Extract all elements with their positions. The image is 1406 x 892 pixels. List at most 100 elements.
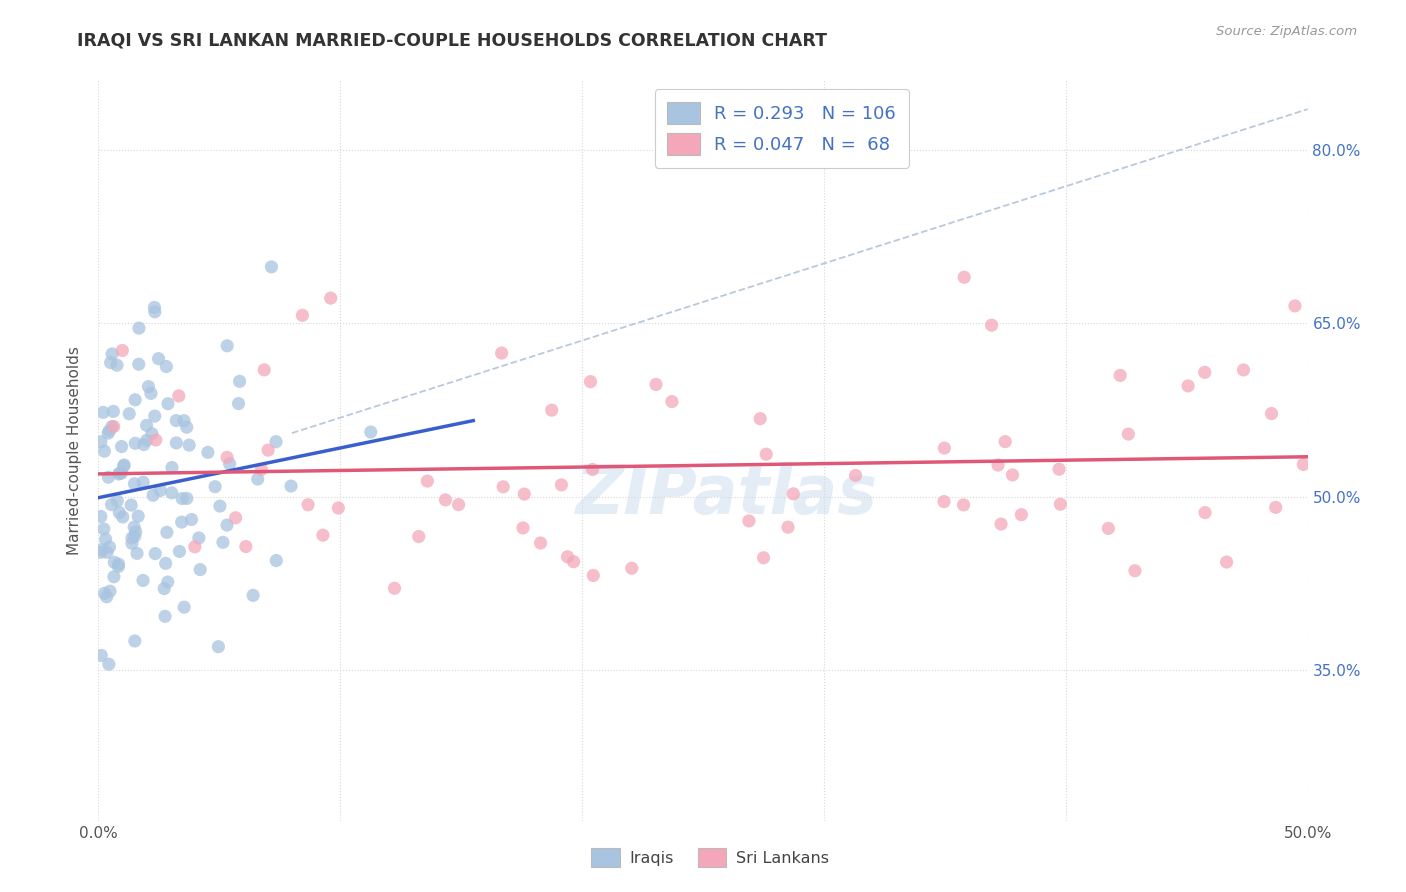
Point (112, 458, 135, 472)
Point (124, 436, 146, 450)
Point (132, 437, 155, 451)
Point (105, 493, 128, 508)
Point (135, 418, 157, 433)
Point (755, 447, 778, 461)
Point (579, 375, 602, 389)
Point (513, 487, 536, 501)
Point (155, 557, 177, 571)
Point (143, 547, 166, 561)
Text: ZIPatlas: ZIPatlas (576, 462, 879, 528)
Point (540, 403, 562, 417)
Point (204, 480, 226, 494)
Point (112, 458, 135, 473)
Point (107, 559, 129, 574)
Point (169, 544, 191, 558)
Point (132, 475, 155, 489)
Point (250, 462, 273, 476)
Point (96, 545, 118, 559)
Point (138, 379, 160, 393)
Point (93, 522, 115, 536)
Point (312, 528, 335, 542)
Point (749, 411, 772, 425)
Point (108, 506, 131, 520)
Point (103, 404, 125, 418)
Point (491, 346, 513, 360)
Point (645, 377, 668, 392)
Point (844, 468, 866, 483)
Point (225, 510, 247, 524)
Point (160, 485, 183, 500)
Point (97, 426, 120, 441)
Point (94, 532, 117, 546)
Y-axis label: Married-couple Households: Married-couple Households (67, 346, 83, 555)
Point (127, 509, 149, 524)
Point (228, 396, 250, 410)
Point (172, 491, 194, 506)
Point (124, 476, 146, 491)
Point (291, 308, 314, 322)
Point (1010, 508, 1032, 522)
Point (125, 546, 148, 560)
Point (1118, 427, 1140, 442)
Point (1123, 564, 1146, 578)
Point (90, 509, 112, 524)
Point (184, 540, 207, 554)
Point (1260, 407, 1282, 421)
Point (246, 472, 269, 486)
Point (93, 586, 115, 600)
Point (416, 474, 439, 488)
Point (101, 419, 124, 434)
Point (228, 375, 250, 389)
Point (557, 549, 579, 564)
Point (408, 530, 430, 544)
Point (143, 409, 166, 423)
Legend: R = 0.293   N = 106, R = 0.047   N =  68: R = 0.293 N = 106, R = 0.047 N = 68 (655, 89, 908, 168)
Point (107, 557, 129, 571)
Point (217, 339, 239, 353)
Point (217, 450, 239, 465)
Point (187, 531, 209, 545)
Point (360, 425, 382, 439)
Point (128, 357, 150, 371)
Point (90, 434, 112, 449)
Point (952, 498, 974, 512)
Point (97, 470, 120, 484)
Point (932, 494, 955, 508)
Point (260, 260, 283, 274)
Point (170, 515, 193, 529)
Point (253, 363, 276, 377)
Point (434, 492, 457, 507)
Point (111, 343, 134, 358)
Point (121, 536, 143, 550)
Point (145, 433, 167, 447)
Point (1109, 368, 1132, 383)
Point (1049, 497, 1071, 511)
Point (124, 529, 146, 543)
Point (98, 424, 121, 438)
Point (208, 499, 231, 513)
Point (167, 389, 190, 403)
Point (179, 438, 201, 452)
Point (143, 301, 166, 315)
Point (132, 574, 155, 588)
Point (90, 542, 112, 557)
Point (257, 443, 280, 458)
Point (103, 570, 125, 584)
Point (512, 521, 534, 535)
Point (160, 460, 183, 475)
Point (165, 414, 187, 428)
Point (155, 359, 177, 374)
Point (987, 458, 1010, 472)
Point (280, 479, 302, 493)
Point (149, 483, 172, 498)
Point (100, 356, 122, 370)
Point (562, 555, 585, 569)
Point (156, 525, 179, 540)
Point (188, 563, 211, 577)
Point (90, 545, 112, 559)
Point (264, 553, 287, 567)
Point (297, 498, 319, 512)
Point (207, 640, 229, 654)
Point (752, 550, 775, 565)
Point (93, 444, 115, 458)
